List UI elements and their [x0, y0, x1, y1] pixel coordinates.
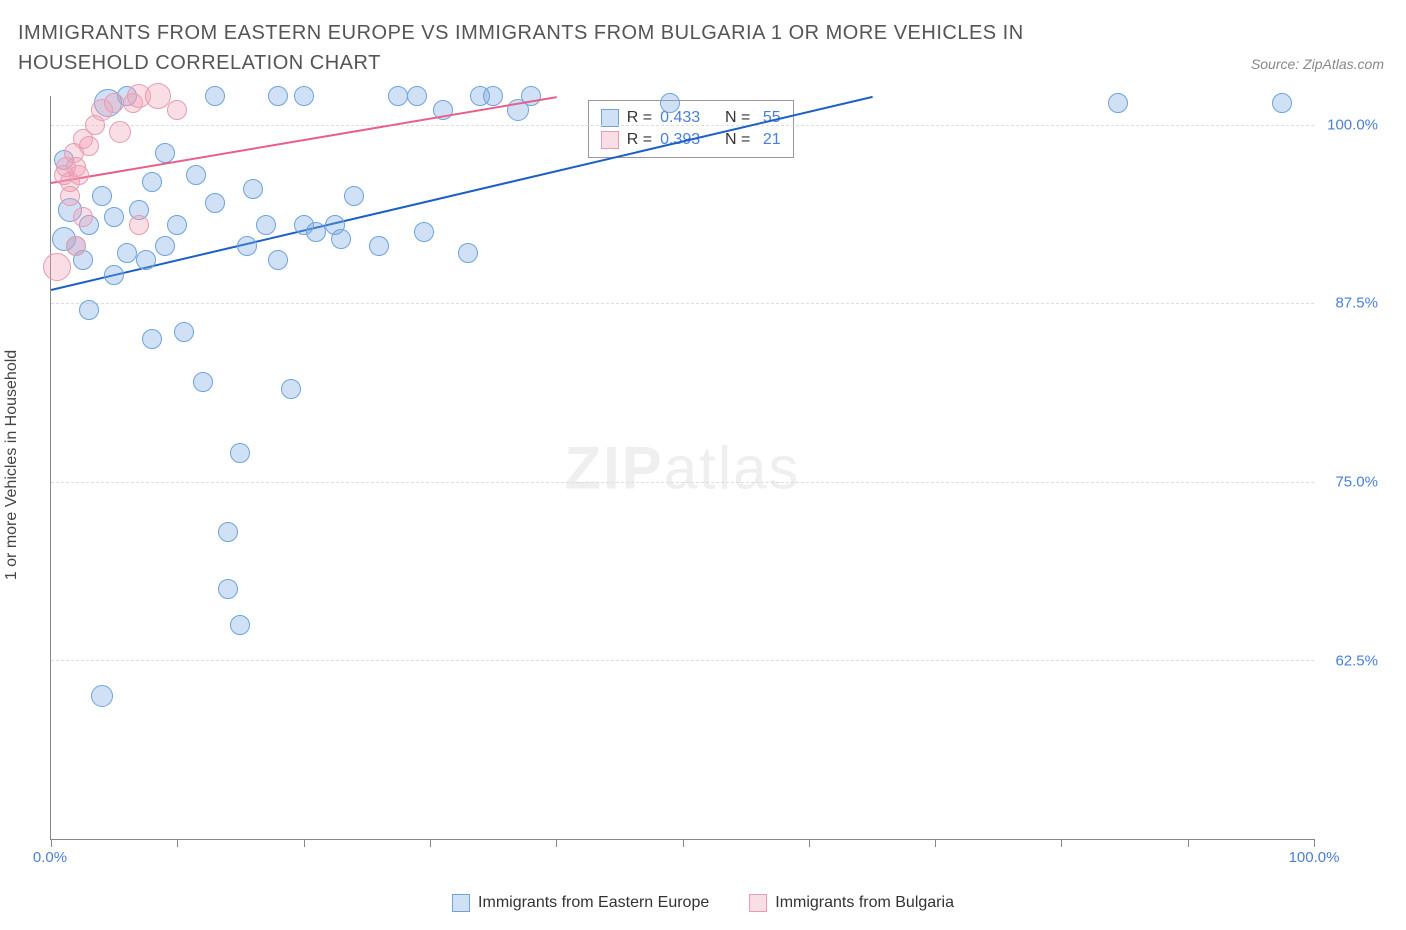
data-point — [43, 253, 71, 281]
data-point — [281, 379, 301, 399]
data-point — [73, 207, 93, 227]
legend-item: Immigrants from Bulgaria — [749, 894, 954, 912]
data-point — [91, 685, 113, 707]
gridline — [51, 125, 1314, 126]
data-point — [205, 86, 225, 106]
data-point — [268, 86, 288, 106]
y-tick-label: 87.5% — [1335, 295, 1378, 312]
data-point — [174, 322, 194, 342]
data-point — [230, 615, 250, 635]
data-point — [66, 236, 86, 256]
legend-swatch — [749, 894, 767, 912]
data-point — [243, 179, 263, 199]
data-point — [193, 372, 213, 392]
data-point — [79, 136, 99, 156]
data-point — [1108, 93, 1128, 113]
data-point — [331, 229, 351, 249]
legend-n-value: 21 — [758, 131, 780, 149]
data-point — [104, 207, 124, 227]
legend-item: Immigrants from Eastern Europe — [452, 894, 709, 912]
data-point — [414, 222, 434, 242]
legend-swatch — [601, 131, 619, 149]
data-point — [218, 579, 238, 599]
chart-title: IMMIGRANTS FROM EASTERN EUROPE VS IMMIGR… — [18, 18, 1118, 78]
data-point — [1272, 93, 1292, 113]
data-point — [344, 186, 364, 206]
data-point — [660, 93, 680, 113]
data-point — [104, 265, 124, 285]
data-point — [142, 172, 162, 192]
data-point — [268, 250, 288, 270]
data-point — [167, 100, 187, 120]
data-point — [369, 236, 389, 256]
y-axis-label: 1 or more Vehicles in Household — [3, 350, 21, 580]
data-point — [142, 329, 162, 349]
source-attribution: Source: ZipAtlas.com — [1251, 56, 1384, 72]
data-point — [186, 165, 206, 185]
legend-r-label: R = — [627, 131, 652, 149]
data-point — [230, 443, 250, 463]
data-point — [256, 215, 276, 235]
legend-label: Immigrants from Bulgaria — [775, 894, 954, 912]
correlation-legend: R =0.433 N = 55R =0.393 N = 21 — [588, 100, 794, 158]
data-point — [69, 165, 89, 185]
data-point — [117, 243, 137, 263]
data-point — [155, 236, 175, 256]
x-tick — [1314, 839, 1315, 847]
x-tick-label: 100.0% — [1289, 849, 1340, 866]
y-tick-label: 100.0% — [1327, 116, 1378, 133]
data-point — [458, 243, 478, 263]
gridline — [51, 482, 1314, 483]
data-point — [205, 193, 225, 213]
data-point — [218, 522, 238, 542]
data-point — [92, 186, 112, 206]
data-point — [407, 86, 427, 106]
series-legend: Immigrants from Eastern Europe Immigrants… — [452, 894, 954, 912]
y-tick-label: 75.0% — [1335, 474, 1378, 491]
plot-region: ZIPatlas R =0.433 N = 55R =0.393 N = 21 — [50, 96, 1314, 840]
y-tick-label: 62.5% — [1335, 653, 1378, 670]
data-point — [109, 121, 131, 143]
data-point — [129, 215, 149, 235]
data-point — [306, 222, 326, 242]
data-point — [136, 250, 156, 270]
data-point — [237, 236, 257, 256]
data-point — [388, 86, 408, 106]
chart-area: ZIPatlas R =0.433 N = 55R =0.393 N = 21 … — [50, 96, 1386, 870]
data-point — [483, 86, 503, 106]
data-point — [79, 300, 99, 320]
data-point — [167, 215, 187, 235]
data-point — [104, 93, 124, 113]
data-point — [155, 143, 175, 163]
gridline — [51, 660, 1314, 661]
watermark: ZIPatlas — [564, 433, 800, 502]
gridline — [51, 303, 1314, 304]
legend-swatch — [452, 894, 470, 912]
legend-n-label: N = — [725, 131, 750, 149]
legend-label: Immigrants from Eastern Europe — [478, 894, 709, 912]
data-point — [294, 86, 314, 106]
data-point — [60, 186, 80, 206]
x-tick-label: 0.0% — [33, 849, 67, 866]
